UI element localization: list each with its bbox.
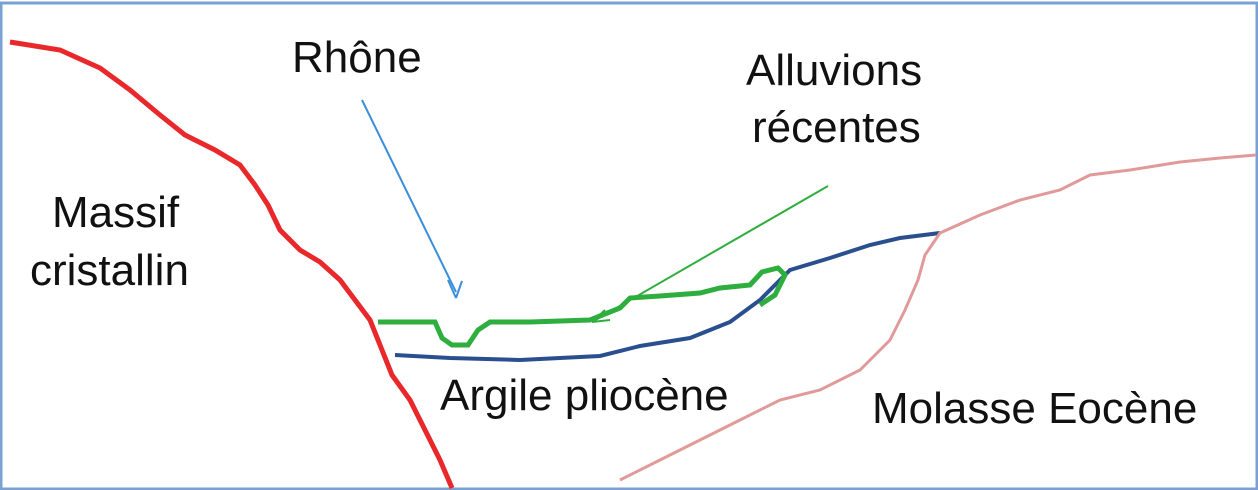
label: Rhône xyxy=(292,33,422,82)
molasse-boundary xyxy=(619,153,1257,482)
rhone-arrowhead xyxy=(447,279,463,299)
label: cristallin xyxy=(30,246,189,295)
label: récentes xyxy=(752,103,921,152)
label: Massif xyxy=(52,188,180,237)
label: Argile pliocène xyxy=(440,371,729,420)
label: Alluvions xyxy=(746,46,922,95)
alluvions-arrowhead xyxy=(591,309,611,323)
argile-boundary xyxy=(394,231,941,363)
rhone-arrow xyxy=(361,99,457,293)
label: Molasse Eocène xyxy=(872,384,1197,433)
massif-boundary xyxy=(9,39,455,489)
alluvions-arrow xyxy=(591,185,829,323)
